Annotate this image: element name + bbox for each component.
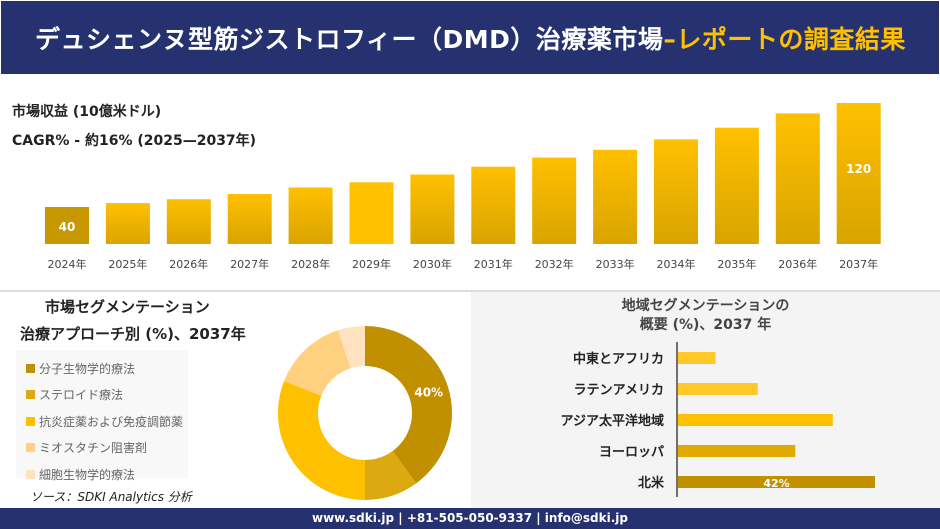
year-tick-label: 2025年 — [108, 257, 147, 271]
legend-item: 細胞生物学的療法 — [26, 461, 188, 488]
region-label: 中東とアフリカ — [573, 351, 664, 367]
region-label: アジア太平洋地域 — [561, 413, 664, 429]
revenue-bar — [714, 127, 759, 244]
year-tick-label: 2030年 — [413, 257, 452, 271]
legend-swatch — [26, 390, 35, 400]
revenue-bar-chart: 2024年 40 2025年 2026年 2027年 2028年 2029年 2030年 203… — [45, 103, 881, 271]
segment-subtitle: 治療アプローチ別 (%)、2037年 — [20, 325, 246, 343]
bar-value-label: 40 — [59, 220, 76, 234]
revenue-label: 市場収益 (10億米ドル) — [12, 104, 162, 120]
revenue-bar — [166, 199, 211, 244]
legend-label: ミオスタチン阻害剤 — [39, 441, 148, 456]
region-label: ヨーロッパ — [599, 445, 664, 460]
legend-swatch — [26, 443, 35, 453]
legend-item: 分子生物学的療法 — [26, 355, 188, 382]
donut-slice — [365, 326, 452, 484]
legend-label: ステロイド療法 — [39, 388, 124, 403]
donut-slice — [338, 326, 365, 369]
donut-slice — [365, 451, 417, 500]
revenue-bar — [349, 182, 394, 244]
source-note: ソース：SDKI Analytics 分析 — [30, 490, 192, 504]
legend-swatch — [26, 469, 35, 479]
revenue-bar — [105, 203, 150, 244]
donut-chart: 40% — [278, 326, 452, 500]
year-tick-label: 2033年 — [596, 257, 635, 271]
bar-value-label: 120 — [846, 162, 871, 176]
slice-label: 40% — [414, 385, 443, 399]
year-tick-label: 2031年 — [474, 257, 513, 271]
year-tick-label: 2036年 — [778, 257, 817, 271]
region-bar — [678, 383, 758, 395]
legend-item: ステロイド療法 — [26, 382, 188, 409]
revenue-bar — [593, 149, 638, 244]
year-tick-label: 2026年 — [169, 257, 208, 271]
year-tick-label: 2027年 — [230, 257, 269, 271]
legend-label: 細胞生物学的療法 — [39, 467, 136, 482]
region-subtitle: 概要 (%)、2037 年 — [639, 317, 772, 333]
revenue-bar — [471, 166, 516, 244]
revenue-bar — [654, 139, 698, 244]
year-tick-label: 2032年 — [535, 257, 574, 271]
year-tick-label: 2028年 — [291, 257, 330, 271]
region-bar — [678, 476, 875, 488]
report-title: デュシェンヌ型筋ジストロフィー（DMD）治療薬市場 –レポートの調査結果 — [1, 1, 939, 74]
revenue-bar — [410, 174, 455, 244]
legend-label: 分子生物学的療法 — [39, 361, 136, 376]
donut-slice — [278, 380, 365, 500]
revenue-bar — [836, 103, 881, 244]
donut-legend: 分子生物学的療法 ステロイド療法抗炎症薬および免疫調節薬 ミオスタチン阻害剤 細胞生物… — [16, 350, 188, 482]
title-accent: –レポートの調査結果 — [663, 24, 906, 54]
cagr-label: CAGR% - 約16% (2025—2037年) — [12, 133, 257, 149]
region-value-label: 42% — [763, 477, 789, 490]
region-panel: 地域セグメンテーションの 概要 (%)、2037 年 中東とアフリカ ラテンアメリ… — [471, 292, 940, 509]
region-bar — [678, 352, 716, 364]
donut-slice — [284, 330, 351, 396]
title-main: デュシェンヌ型筋ジストロフィー（DMD）治療薬市場 — [35, 24, 664, 54]
revenue-bar — [288, 187, 333, 244]
legend-swatch — [26, 416, 35, 426]
legend-item: ミオスタチン阻害剤 — [26, 435, 188, 462]
region-title: 地域セグメンテーションの — [621, 298, 790, 314]
region-bar — [678, 414, 833, 426]
legend-item: 抗炎症薬および免疫調節薬 — [26, 408, 188, 435]
year-tick-label: 2024年 — [48, 257, 87, 271]
legend-swatch — [26, 363, 35, 373]
region-bar — [678, 445, 796, 457]
footer-contact: www.sdki.jp | +81-505-050-9337 | info@sd… — [0, 508, 940, 529]
year-tick-label: 2034年 — [657, 257, 696, 271]
section-divider — [0, 290, 940, 292]
region-label: ラテンアメリカ — [574, 383, 664, 398]
revenue-bar — [45, 207, 89, 244]
year-tick-label: 2035年 — [717, 257, 756, 271]
year-tick-label: 2029年 — [352, 257, 391, 271]
segment-title: 市場セグメンテーション — [45, 298, 210, 316]
revenue-bar — [532, 157, 577, 244]
revenue-bar — [775, 113, 820, 245]
region-label: 北米 — [638, 475, 665, 491]
revenue-bar — [227, 194, 272, 244]
legend-label: 抗炎症薬および免疫調節薬 — [39, 414, 184, 429]
year-tick-label: 2037年 — [839, 257, 878, 271]
